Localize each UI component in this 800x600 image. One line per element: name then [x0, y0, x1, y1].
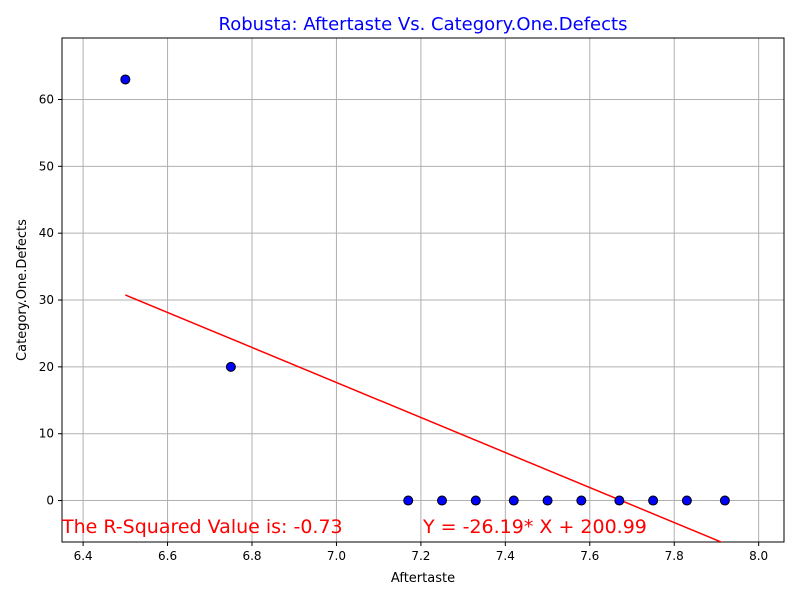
data-point [225, 361, 236, 372]
data-point [470, 495, 481, 506]
x-tick-label: 7.6 [580, 549, 599, 563]
x-axis-ticks: 6.4 6.6 6.8 7.0 7.2 7.4 7.6 7.8 8.0 [74, 542, 768, 563]
plot-frame [61, 37, 785, 543]
data-point [542, 495, 553, 506]
grid-layer [62, 38, 784, 542]
y-axis-ticks: 0 10 20 30 40 50 60 [39, 92, 62, 508]
data-points [120, 74, 730, 506]
data-point [120, 74, 131, 85]
y-tick-label: 20 [39, 360, 54, 374]
y-tick-label: 60 [39, 92, 54, 106]
regression-equation-annotation: Y = -26.19* X + 200.99 [422, 516, 647, 538]
regression-line [125, 294, 724, 542]
x-tick-label: 6.4 [74, 549, 93, 563]
y-tick-label: 0 [46, 494, 54, 508]
x-tick-label: 7.0 [327, 549, 346, 563]
x-tick-label: 7.8 [665, 549, 684, 563]
data-point [648, 495, 659, 506]
x-tick-label: 6.8 [242, 549, 261, 563]
y-axis-label: Category.One.Defects [15, 219, 30, 361]
x-tick-label: 7.2 [411, 549, 430, 563]
r-squared-annotation: The R-Squared Value is: -0.73 [61, 516, 343, 538]
data-point [437, 495, 447, 506]
x-axis-label: Aftertaste [391, 571, 455, 586]
y-tick-label: 10 [39, 427, 54, 441]
x-tick-label: 6.6 [158, 549, 177, 563]
chart-title: Robusta: Aftertaste Vs. Category.One.Def… [219, 14, 628, 35]
data-point [576, 495, 587, 506]
data-point [681, 495, 692, 506]
y-tick-label: 30 [39, 293, 54, 307]
x-tick-label: 8.0 [749, 549, 768, 563]
data-point [403, 495, 414, 506]
y-tick-label: 40 [39, 226, 54, 240]
data-point [719, 495, 730, 506]
data-point [614, 495, 625, 506]
y-tick-label: 50 [39, 159, 54, 173]
data-point [508, 495, 519, 506]
x-tick-label: 7.4 [496, 549, 515, 563]
